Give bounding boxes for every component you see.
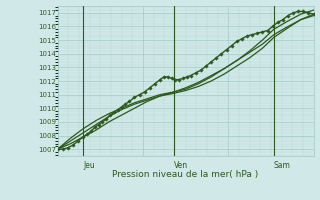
X-axis label: Pression niveau de la mer( hPa ): Pression niveau de la mer( hPa ) (112, 170, 259, 179)
Text: Jeu: Jeu (83, 161, 95, 170)
Text: Ven: Ven (174, 161, 188, 170)
Text: Sam: Sam (274, 161, 291, 170)
